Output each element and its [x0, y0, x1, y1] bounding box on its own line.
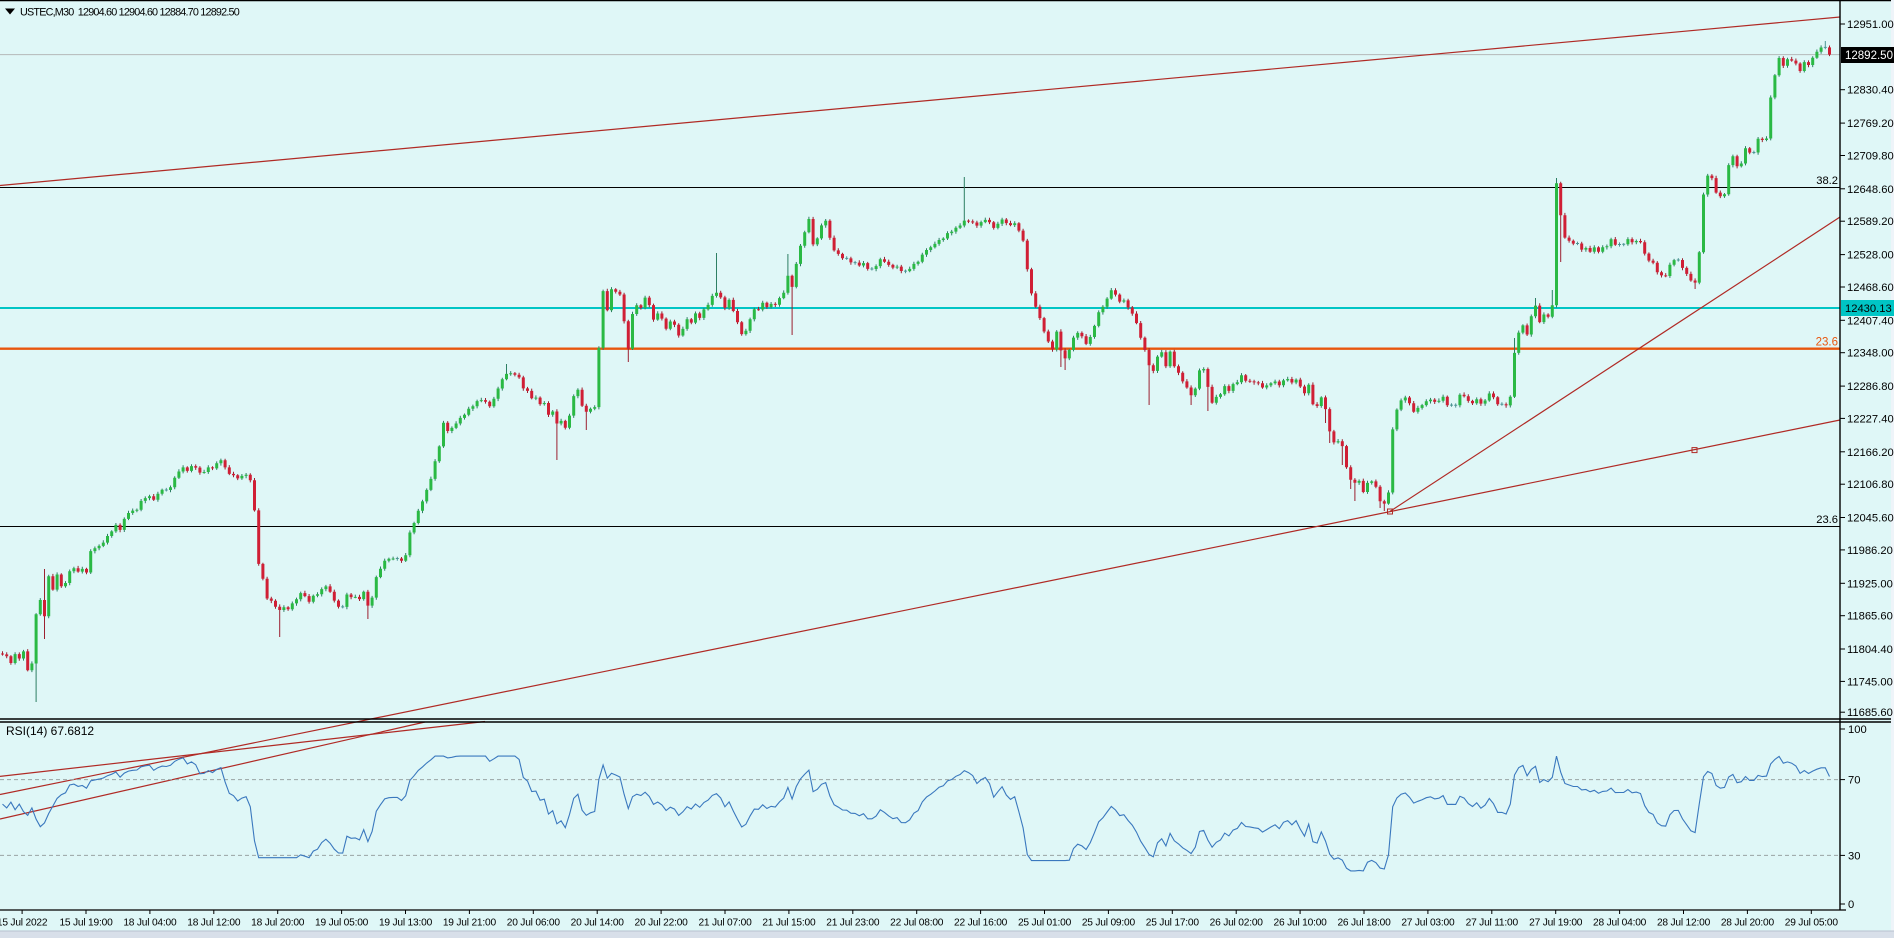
svg-text:26 Jul 18:00: 26 Jul 18:00	[1337, 918, 1391, 929]
svg-text:18 Jul 04:00: 18 Jul 04:00	[123, 918, 177, 929]
svg-text:21 Jul 15:00: 21 Jul 15:00	[762, 918, 816, 929]
svg-text:12709.80: 12709.80	[1847, 151, 1894, 163]
svg-text:29 Jul 05:00: 29 Jul 05:00	[1785, 918, 1839, 929]
svg-text:12227.40: 12227.40	[1847, 413, 1894, 425]
svg-text:19 Jul 05:00: 19 Jul 05:00	[315, 918, 369, 929]
svg-text:70: 70	[1848, 775, 1860, 787]
svg-text:12045.60: 12045.60	[1847, 513, 1894, 525]
svg-text:11745.00: 11745.00	[1847, 676, 1893, 688]
svg-text:12769.20: 12769.20	[1847, 118, 1894, 130]
svg-text:30: 30	[1848, 850, 1860, 862]
svg-text:20 Jul 06:00: 20 Jul 06:00	[507, 918, 561, 929]
svg-text:11986.20: 11986.20	[1847, 545, 1893, 557]
svg-text:25 Jul 17:00: 25 Jul 17:00	[1146, 918, 1200, 929]
svg-text:20 Jul 22:00: 20 Jul 22:00	[635, 918, 689, 929]
svg-text:12468.60: 12468.60	[1847, 282, 1894, 294]
svg-text:23.6: 23.6	[1816, 514, 1838, 526]
svg-text:28 Jul 04:00: 28 Jul 04:00	[1593, 918, 1647, 929]
svg-text:12407.40: 12407.40	[1847, 315, 1894, 327]
svg-text:18 Jul 12:00: 18 Jul 12:00	[187, 918, 241, 929]
svg-text:18 Jul 20:00: 18 Jul 20:00	[251, 918, 305, 929]
svg-text:12348.00: 12348.00	[1847, 348, 1894, 360]
svg-text:25 Jul 01:00: 25 Jul 01:00	[1018, 918, 1072, 929]
svg-text:12830.40: 12830.40	[1847, 85, 1894, 97]
svg-text:26 Jul 10:00: 26 Jul 10:00	[1274, 918, 1328, 929]
svg-text:27 Jul 19:00: 27 Jul 19:00	[1529, 918, 1583, 929]
svg-text:27 Jul 03:00: 27 Jul 03:00	[1401, 918, 1455, 929]
svg-text:12528.00: 12528.00	[1847, 250, 1894, 262]
svg-text:20 Jul 14:00: 20 Jul 14:00	[571, 918, 625, 929]
svg-text:19 Jul 13:00: 19 Jul 13:00	[379, 918, 433, 929]
svg-text:15 Jul 19:00: 15 Jul 19:00	[59, 918, 113, 929]
svg-text:12589.20: 12589.20	[1847, 216, 1894, 228]
svg-text:11685.60: 11685.60	[1847, 707, 1893, 719]
svg-text:11804.40: 11804.40	[1847, 644, 1893, 656]
svg-text:28 Jul 12:00: 28 Jul 12:00	[1657, 918, 1711, 929]
svg-text:26 Jul 02:00: 26 Jul 02:00	[1210, 918, 1264, 929]
svg-text:21 Jul 07:00: 21 Jul 07:00	[698, 918, 752, 929]
svg-text:23.6: 23.6	[1816, 337, 1838, 349]
svg-text:38.2: 38.2	[1816, 175, 1838, 187]
svg-text:28 Jul 20:00: 28 Jul 20:00	[1721, 918, 1775, 929]
svg-text:11865.60: 11865.60	[1847, 611, 1893, 623]
svg-text:15 Jul 2022: 15 Jul 2022	[0, 918, 48, 929]
svg-text:22 Jul 08:00: 22 Jul 08:00	[890, 918, 944, 929]
svg-text:19 Jul 21:00: 19 Jul 21:00	[443, 918, 497, 929]
svg-text:21 Jul 23:00: 21 Jul 23:00	[826, 918, 880, 929]
svg-text:11925.00: 11925.00	[1847, 578, 1893, 590]
svg-text:22 Jul 16:00: 22 Jul 16:00	[954, 918, 1008, 929]
svg-text:RSI(14) 67.6812: RSI(14) 67.6812	[6, 724, 94, 738]
svg-text:12166.20: 12166.20	[1847, 447, 1894, 459]
svg-text:27 Jul 11:00: 27 Jul 11:00	[1466, 918, 1519, 929]
svg-text:12430.13: 12430.13	[1845, 303, 1892, 315]
svg-text:USTEC,M30 12904.60 12904.60 1: USTEC,M30 12904.60 12904.60 12884.70 128…	[20, 7, 240, 19]
svg-text:12892.50: 12892.50	[1845, 50, 1893, 62]
svg-text:12106.80: 12106.80	[1847, 479, 1894, 491]
svg-text:100: 100	[1848, 724, 1867, 736]
svg-text:12951.00: 12951.00	[1847, 19, 1894, 31]
svg-text:12648.60: 12648.60	[1847, 184, 1894, 196]
svg-text:0: 0	[1848, 899, 1854, 911]
svg-text:25 Jul 09:00: 25 Jul 09:00	[1082, 918, 1136, 929]
svg-text:12286.80: 12286.80	[1847, 381, 1894, 393]
